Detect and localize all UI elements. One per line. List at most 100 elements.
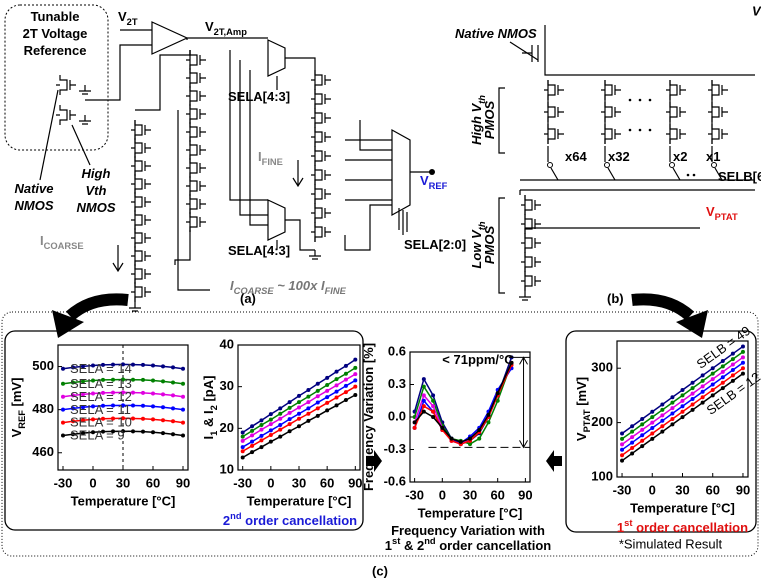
diagram-label: NMOS <box>15 198 54 213</box>
transistor <box>666 124 686 144</box>
data-point <box>297 393 301 398</box>
data-point <box>287 405 292 410</box>
x-tick-label: -30 <box>233 475 252 490</box>
data-point <box>740 355 745 360</box>
data-point <box>421 384 426 389</box>
data-point <box>278 406 283 411</box>
data-point <box>353 357 358 362</box>
data-point <box>131 416 135 421</box>
data-point <box>740 344 745 349</box>
diagram-label: ICOARSE <box>40 233 84 251</box>
diagram-label: x64 <box>565 149 587 164</box>
x-tick-label: 0 <box>649 482 656 497</box>
data-point <box>181 407 185 412</box>
data-point <box>297 416 301 421</box>
data-point <box>325 400 330 405</box>
data-point <box>710 382 715 387</box>
diagram-label: SELA[4:3] <box>228 89 290 104</box>
data-point <box>278 427 283 432</box>
transistor <box>186 86 206 106</box>
ellipsis-dot <box>638 128 642 132</box>
y-tick-label: 10 <box>220 461 234 476</box>
data-point <box>431 398 436 403</box>
text-part: SELA[2:0] <box>404 237 466 252</box>
data-point <box>630 451 635 456</box>
side-arrow <box>366 450 382 472</box>
transistor <box>131 120 151 140</box>
diagram-label: IFINE <box>258 149 283 167</box>
text-part: Frequency Variation [%] <box>361 343 376 491</box>
data-point <box>297 405 301 410</box>
transistor <box>311 70 331 90</box>
data-point <box>325 375 330 380</box>
opamp <box>151 21 189 55</box>
transistor <box>186 104 206 124</box>
x-axis-label: Temperature [°C] <box>418 505 523 520</box>
flow-arrow <box>65 293 129 321</box>
data-point <box>343 363 348 368</box>
x-tick-label: 30 <box>116 475 130 490</box>
data-point <box>458 439 463 444</box>
ellipsis-dot <box>648 98 652 102</box>
data-point <box>171 380 175 385</box>
data-point <box>91 363 95 368</box>
text-part: High V <box>469 103 484 145</box>
data-point <box>680 409 685 414</box>
data-point <box>151 378 155 383</box>
diagram-label: Vth <box>86 183 107 198</box>
caption: 1st & 2nd order cancellation <box>385 536 551 553</box>
data-point <box>181 420 185 425</box>
text-part: nd <box>424 536 436 546</box>
text-part: x1 <box>706 149 720 164</box>
data-point <box>81 392 85 397</box>
data-point <box>259 445 264 450</box>
x-axis-label: Temperature [°C] <box>247 493 352 508</box>
text-part: REF <box>17 410 27 429</box>
caption: 1st order cancellation <box>617 518 748 535</box>
text-part: Tunable <box>31 9 80 24</box>
data-point <box>640 422 645 427</box>
data-point <box>620 447 625 452</box>
data-point <box>334 389 339 394</box>
data-point <box>680 415 685 420</box>
transistor <box>311 165 331 185</box>
x-axis-label: Temperature [°C] <box>630 500 735 515</box>
y-axis-label: VREF [mV] <box>9 378 27 438</box>
data-point <box>680 398 685 403</box>
text-part: st <box>624 518 632 528</box>
data-point <box>101 390 105 395</box>
y-tick-label: 460 <box>32 444 54 459</box>
caption: Frequency Variation with <box>391 523 545 538</box>
data-point <box>700 395 705 400</box>
data-point <box>278 411 283 416</box>
diagram-label: Reference <box>24 43 87 58</box>
x-tick-label: 90 <box>736 482 750 497</box>
transistor <box>521 214 541 234</box>
data-point <box>131 429 135 434</box>
ground <box>519 291 531 301</box>
data-point <box>71 380 75 385</box>
series-label: SELA = 11 <box>70 402 131 417</box>
series-label: SELA = 14 <box>70 361 132 376</box>
data-point <box>690 391 695 396</box>
side-arrow <box>546 450 562 472</box>
x-tick-label: 60 <box>320 475 334 490</box>
data-point <box>343 398 348 402</box>
data-point <box>259 427 264 432</box>
note: *Simulated Result <box>619 536 723 551</box>
data-point <box>334 369 339 374</box>
x-tick-label: 30 <box>463 487 477 502</box>
transistor <box>708 102 728 122</box>
data-point <box>71 393 75 398</box>
text-part: V <box>118 9 127 24</box>
transistor <box>708 124 728 144</box>
switch <box>604 146 616 181</box>
data-point <box>151 404 155 409</box>
diagram-label: SELA[2:0] <box>404 237 466 252</box>
transistor <box>311 146 331 166</box>
data-point <box>240 445 245 450</box>
transistor <box>186 176 206 196</box>
data-point <box>630 446 635 451</box>
data-point <box>412 425 417 430</box>
text-part: PMOS <box>482 101 497 140</box>
